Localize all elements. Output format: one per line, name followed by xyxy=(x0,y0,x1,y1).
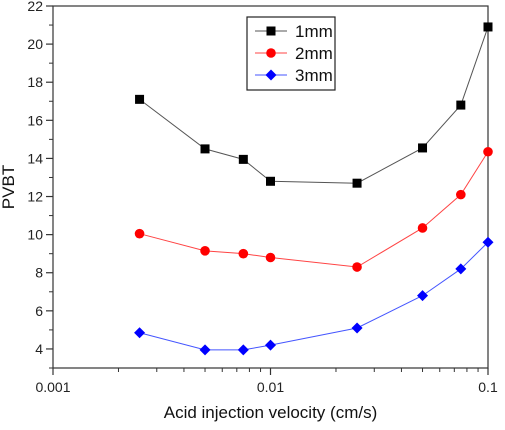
y-tick-label: 12 xyxy=(27,189,43,205)
y-tick-label: 4 xyxy=(35,341,43,357)
legend-label: 3mm xyxy=(295,66,333,85)
x-tick-label: 0.01 xyxy=(257,379,284,395)
series-1mm xyxy=(135,22,493,188)
legend-label: 2mm xyxy=(295,44,333,63)
axes: 0.001 0.01 0.1 4 6 8 10 12 14 16 18 20 22 xyxy=(27,0,498,395)
series-layer xyxy=(134,22,494,356)
data-point-1mm xyxy=(200,144,210,154)
y-tick-label: 16 xyxy=(27,112,43,128)
legend-item-1mm: 1mm xyxy=(255,22,333,41)
legend-marker xyxy=(266,48,276,58)
data-point-2mm xyxy=(417,223,428,233)
legend: 1mm 2mm 3mm xyxy=(246,16,336,91)
x-tick-label: 0.1 xyxy=(478,379,498,395)
data-point-3mm xyxy=(237,344,249,356)
y-tick-label: 6 xyxy=(35,303,43,319)
data-point-1mm xyxy=(266,176,275,186)
y-tick-label: 20 xyxy=(27,36,43,52)
data-point-1mm xyxy=(238,154,248,164)
series-3mm xyxy=(134,236,494,356)
data-point-1mm xyxy=(483,22,493,32)
x-tick-label: 0.001 xyxy=(35,379,70,395)
data-point-1mm xyxy=(456,100,466,110)
data-point-2mm xyxy=(456,189,466,200)
data-point-2mm xyxy=(238,248,249,259)
data-point-3mm xyxy=(265,339,276,351)
data-point-2mm xyxy=(134,228,145,239)
legend-item-3mm: 3mm xyxy=(255,66,333,85)
legend-marker xyxy=(265,69,277,81)
data-point-3mm xyxy=(134,327,146,339)
data-point-2mm xyxy=(352,262,362,272)
y-tick-label: 22 xyxy=(27,0,43,14)
y-axis-title: PVBT xyxy=(0,165,18,209)
data-point-1mm xyxy=(352,178,362,188)
series-line-2mm xyxy=(139,151,489,268)
y-tick-label: 10 xyxy=(27,227,43,243)
x-axis-title: Acid injection velocity (cm/s) xyxy=(164,403,378,422)
data-point-2mm xyxy=(483,146,493,157)
series-line-3mm xyxy=(139,241,489,351)
series-2mm xyxy=(134,146,493,272)
data-point-1mm xyxy=(418,143,428,153)
y-tick-label: 14 xyxy=(27,150,43,166)
data-point-3mm xyxy=(351,322,363,334)
data-point-2mm xyxy=(200,246,210,256)
legend-item-2mm: 2mm xyxy=(255,44,333,63)
data-point-3mm xyxy=(482,236,494,248)
y-tick-label: 8 xyxy=(35,265,43,281)
data-point-1mm xyxy=(135,94,145,104)
data-point-3mm xyxy=(417,290,429,302)
data-point-3mm xyxy=(199,344,211,356)
legend-marker xyxy=(266,26,276,36)
data-point-2mm xyxy=(265,252,276,263)
series-line-1mm xyxy=(139,26,489,184)
y-tick-label: 18 xyxy=(27,74,43,90)
legend-label: 1mm xyxy=(295,22,333,41)
data-point-3mm xyxy=(455,263,467,275)
